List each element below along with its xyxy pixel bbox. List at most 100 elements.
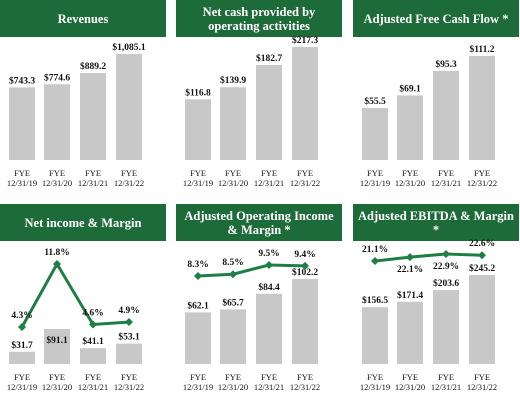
bar-value-label: $62.1 [187,300,209,311]
free-cash-flow-plot: $55.5FYE12/31/19$69.1FYE12/31/20$95.3FYE… [360,44,497,188]
margin-point [89,320,97,329]
margin-label: 4.3% [11,311,32,321]
bar [362,108,388,160]
bar-value-label: $55.5 [364,96,386,107]
bar [44,84,70,160]
bar-value-label: $889.2 [80,61,106,72]
bar [220,309,246,364]
chart-title: Revenues [0,0,166,37]
bar [433,290,459,364]
x-tick-label-line1: FYE [121,372,137,382]
operating-income-plot: $62.1FYE12/31/19$65.7FYE12/31/20$84.4FYE… [183,249,320,392]
x-tick-label-line1: FYE [297,372,313,382]
margin-point [301,261,309,270]
x-tick-label-line2: 12/31/19 [7,178,37,188]
x-tick-label-line1: FYE [474,372,490,382]
x-tick-label-line2: 12/31/20 [395,178,425,188]
bar-value-label: $91.1 [46,335,68,346]
x-tick-label-line2: 12/31/19 [360,382,390,392]
x-tick-label-line2: 12/31/22 [290,178,320,188]
bar [397,95,423,160]
revenues-plot: $743.3FYE12/31/19$774.6FYE12/31/20$889.2… [7,42,146,188]
bar-value-label: $156.5 [362,295,388,306]
chart-title: Adjusted EBITDA & Margin * [353,204,519,241]
x-tick-label-line1: FYE [474,168,490,178]
free-cash-flow-chart: Adjusted Free Cash Flow * $55.5 FYE 12/31/… [353,0,520,203]
margin-label: 22.6% [469,239,495,249]
margin-label: 4.6% [82,309,103,319]
margin-label: 9.5% [258,249,279,259]
bar [256,293,282,364]
margin-line [197,263,306,278]
x-tick-label-line1: FYE [49,168,65,178]
x-tick-label-line2: 12/31/19 [183,178,213,188]
bar-value-label: $182.7 [256,53,282,64]
bar [469,56,495,160]
x-tick-label-line1: FYE [14,168,30,178]
x-tick-label-line2: 12/31/19 [183,382,213,392]
x-tick-label-line1: FYE [438,372,454,382]
x-tick-label-line2: 12/31/22 [114,382,144,392]
margin-label: 4.9% [118,306,139,316]
x-tick-label-line2: 12/31/20 [218,178,248,188]
margin-point [371,257,379,265]
x-tick-label-line2: 12/31/19 [7,382,37,392]
x-tick-label-line2: 12/31/20 [42,382,72,392]
net-income-chart: Net income & Margin $31.7 FYE 12/31/19 $91.… [0,204,174,407]
bar-value-label: $171.4 [397,290,423,301]
operating-cash-plot: $116.8FYE12/31/19$139.9FYE12/31/20$182.7… [183,35,320,188]
margin-point [53,260,61,268]
operating-cash-chart: Net cash provided by operating activitie… [176,0,350,203]
margin-point [478,251,486,260]
margin-point [442,250,450,258]
bar-value-label: $41.1 [82,336,104,347]
margin-point [229,270,237,279]
bar [433,70,459,160]
margin-point [265,261,273,269]
margin-label: 8.5% [222,258,243,268]
x-tick-label-line1: FYE [367,168,383,178]
margin-label: 8.3% [187,260,208,270]
x-tick-label-line2: 12/31/19 [360,178,390,188]
x-tick-label-line1: FYE [190,168,206,178]
bar [397,301,423,364]
bar [256,65,282,160]
margin-label: 22.1% [397,265,423,275]
bar [9,87,35,160]
x-tick-label-line1: FYE [85,372,101,382]
bar [80,348,106,364]
x-tick-label-line1: FYE [14,372,30,382]
margin-point [194,272,202,280]
margin-label: 21.1% [362,245,388,255]
bar [185,312,211,364]
bar [292,47,318,160]
x-tick-label-line1: FYE [402,372,418,382]
x-tick-label-line2: 12/31/21 [78,382,108,392]
margin-point [406,253,414,262]
x-tick-label-line1: FYE [225,168,241,178]
bar-value-label: $1,085.1 [112,42,146,53]
margin-line [374,252,483,263]
margin-line [20,260,130,328]
bar-value-label: $102.2 [292,267,318,278]
ebitda-plot: $156.5FYE12/31/19$171.4FYE12/31/20$203.6… [360,239,497,392]
bar [220,87,246,160]
bar-value-label: $65.7 [222,297,244,308]
operating-income-chart: Adjusted Operating Income & Margin * $62… [176,204,350,407]
x-tick-label-line1: FYE [261,168,277,178]
margin-point [125,318,133,326]
bar-value-label: $95.3 [435,59,457,70]
margin-label: 9.4% [294,250,315,260]
x-tick-label-line2: 12/31/22 [114,178,144,188]
x-tick-label-line1: FYE [190,372,206,382]
x-tick-label-line2: 12/31/21 [78,178,108,188]
ebitda-chart: Adjusted EBITDA & Margin * $156.5 FYE 12/3… [353,204,520,407]
bar [80,73,106,160]
x-tick-label-line2: 12/31/22 [290,382,320,392]
bar [116,54,142,160]
bar-value-label: $743.3 [9,75,35,86]
x-tick-label-line1: FYE [367,372,383,382]
margin-label: 22.9% [433,262,459,272]
x-tick-label-line2: 12/31/20 [218,382,248,392]
bar [362,307,388,364]
